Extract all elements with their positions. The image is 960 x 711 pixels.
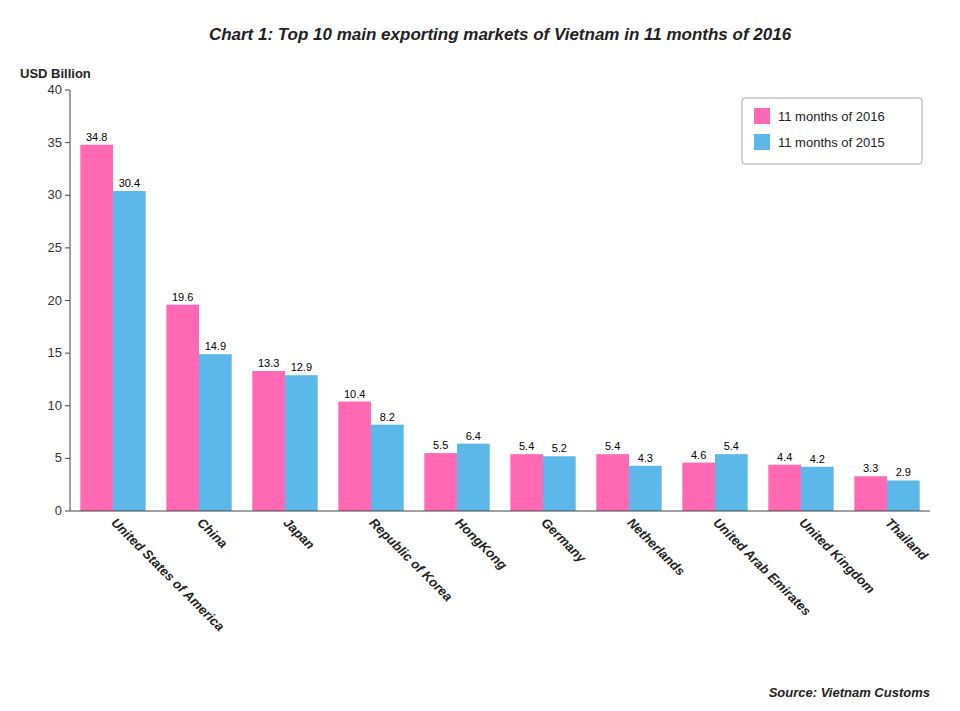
- data-label: 4.6: [691, 449, 706, 461]
- bar: [252, 371, 285, 511]
- data-label: 19.6: [172, 291, 193, 303]
- legend-label: 11 months of 2016: [778, 109, 885, 124]
- legend-swatch: [754, 108, 770, 124]
- x-axis-line: [70, 511, 930, 512]
- bar: [887, 480, 920, 511]
- annotation: Source: Vietnam Customs: [769, 685, 930, 700]
- y-axis-label: USD Billion: [20, 66, 91, 81]
- y-tick: [65, 300, 70, 301]
- y-tick-label: 0: [55, 503, 62, 518]
- y-tick: [65, 353, 70, 354]
- legend-label: 11 months of 2015: [778, 135, 885, 150]
- data-label: 2.9: [896, 466, 911, 478]
- data-label: 5.5: [433, 439, 448, 451]
- x-tick-label: United Kingdom: [796, 515, 878, 597]
- x-tick-label: Netherlands: [624, 515, 688, 579]
- bar: [543, 456, 576, 511]
- title: Chart 1: Top 10 main exporting markets o…: [209, 25, 792, 44]
- data-label: 34.8: [86, 131, 107, 143]
- y-tick-label: 25: [48, 240, 62, 255]
- bar: [854, 476, 887, 511]
- data-label: 5.4: [519, 440, 534, 452]
- data-label: 6.4: [466, 430, 481, 442]
- y-tick: [65, 142, 70, 143]
- chart: Chart 1: Top 10 main exporting markets o…: [0, 0, 960, 711]
- axes: 0510152025303540United States of America…: [48, 82, 932, 634]
- bar: [424, 453, 457, 511]
- y-tick: [65, 90, 70, 91]
- data-label: 12.9: [291, 361, 312, 373]
- bar: [682, 463, 715, 511]
- x-tick-label: Republic of Korea: [366, 515, 455, 604]
- bar: [199, 354, 232, 511]
- bar: [166, 305, 199, 511]
- data-label: 8.2: [380, 411, 395, 423]
- y-tick-label: 15: [48, 345, 62, 360]
- y-tick: [65, 405, 70, 406]
- bar: [113, 191, 146, 511]
- legend-frame: [742, 98, 922, 164]
- y-tick-label: 20: [48, 293, 62, 308]
- data-label: 3.3: [863, 462, 878, 474]
- y-tick: [65, 247, 70, 248]
- x-tick-label: Germany: [538, 515, 589, 566]
- data-label: 13.3: [258, 357, 279, 369]
- y-tick-label: 10: [48, 398, 62, 413]
- bar: [510, 454, 543, 511]
- x-tick-label: Thailand: [882, 515, 931, 564]
- data-label: 4.4: [777, 451, 792, 463]
- x-tick-label: Japan: [280, 515, 317, 552]
- data-label: 5.4: [605, 440, 620, 452]
- y-tick: [65, 458, 70, 459]
- x-tick-label: China: [194, 515, 230, 551]
- bar: [801, 467, 834, 511]
- data-label: 4.2: [810, 453, 825, 465]
- data-label: 10.4: [344, 388, 365, 400]
- y-tick-label: 40: [48, 82, 62, 97]
- y-tick-label: 30: [48, 187, 62, 202]
- y-tick-label: 5: [55, 450, 62, 465]
- data-label: 4.3: [638, 452, 653, 464]
- y-tick-label: 35: [48, 135, 62, 150]
- bar: [285, 375, 318, 511]
- data-label: 30.4: [119, 177, 140, 189]
- bar: [80, 145, 113, 511]
- data-label: 5.4: [724, 440, 739, 452]
- x-tick-label: HongKong: [452, 515, 510, 573]
- y-tick: [65, 195, 70, 196]
- data-label: 14.9: [205, 340, 226, 352]
- legend-swatch: [754, 134, 770, 150]
- legend: 11 months of 2016 11 months of 2015: [742, 98, 922, 164]
- bar: [715, 454, 748, 511]
- bars: [80, 145, 919, 511]
- x-tick-label: United Arab Emirates: [710, 515, 814, 619]
- bar: [596, 454, 629, 511]
- data-labels: 34.8 19.6 13.3 10.4 5.5 5.4 5.4 4.6 4.4 3.3 30.4 14…: [86, 131, 911, 479]
- bar: [629, 466, 662, 511]
- bar: [338, 402, 371, 511]
- bar: [768, 465, 801, 511]
- bar: [371, 425, 404, 511]
- bar: [457, 444, 490, 511]
- y-tick: [65, 511, 70, 512]
- data-label: 5.2: [552, 442, 567, 454]
